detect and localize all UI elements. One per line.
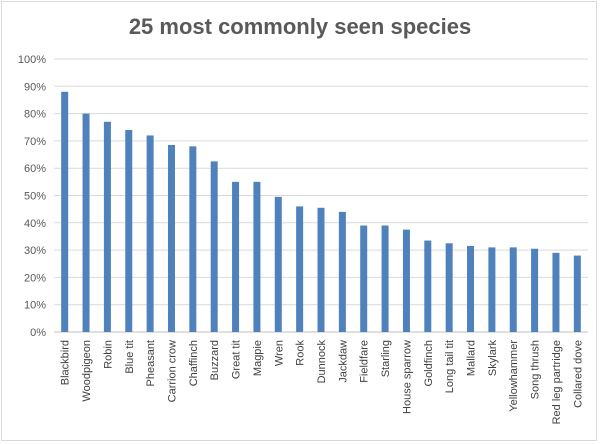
x-tick-label: Woodpigeon (81, 340, 93, 402)
bar (445, 243, 453, 332)
chart-title: 25 most commonly seen species (128, 14, 472, 39)
x-tick-label: Buzzard (209, 340, 221, 380)
bar (488, 247, 496, 332)
bar (103, 121, 111, 332)
bar (381, 225, 389, 332)
bar (167, 144, 175, 332)
bar (338, 211, 346, 332)
x-tick-label: Pheasant (145, 340, 157, 386)
x-tick-label: Great tit (231, 340, 243, 379)
bar (253, 181, 261, 332)
x-tick-label: Carrion crow (166, 340, 178, 402)
x-tick-label: Song thrush (530, 340, 542, 399)
bar (296, 206, 304, 332)
y-tick-label: 90% (24, 81, 46, 93)
bar (274, 196, 282, 332)
y-axis-labels: 0% 10% 20% 30% 40% 50% 60% 70% 80% 90% 100% (18, 54, 46, 339)
x-axis-labels: Blackbird Woodpigeon Robin Blue tit Pheasant… (60, 340, 585, 425)
bar (189, 146, 197, 332)
x-tick-label: Dunnock (316, 340, 328, 384)
x-tick-label: Red leg partridge (551, 340, 563, 424)
x-tick-label: Blackbird (60, 340, 72, 385)
x-tick-label: Robin (102, 340, 114, 369)
bar (531, 248, 539, 332)
y-tick-label: 30% (24, 245, 46, 257)
x-tick-label: Yellowhammer (508, 340, 520, 412)
x-tick-label: Rook (295, 340, 307, 366)
x-tick-label: Chaffinch (188, 340, 200, 386)
x-tick-label: Jackdaw (337, 340, 349, 383)
y-tick-label: 40% (24, 218, 46, 230)
y-tick-label: 50% (24, 191, 46, 203)
x-tick-label: Starling (380, 340, 392, 377)
bar (402, 229, 410, 332)
x-tick-label: Fieldfare (359, 340, 371, 383)
bar (509, 247, 517, 332)
bar (360, 225, 368, 332)
x-tick-label: Collared dove (572, 340, 584, 408)
bar (573, 255, 581, 332)
x-tick-label: House sparrow (401, 340, 413, 414)
bar (125, 129, 133, 332)
bar (552, 252, 560, 332)
y-tick-label: 60% (24, 163, 46, 175)
x-tick-label: Mallard (466, 340, 478, 376)
x-tick-label: Wren (273, 340, 285, 366)
x-tick-label: Skylark (487, 340, 499, 377)
x-tick-label: Magpie (252, 340, 264, 376)
x-tick-label: Blue tit (124, 340, 136, 374)
bar (61, 91, 69, 332)
bar (317, 207, 325, 332)
bar (424, 240, 432, 332)
y-tick-label: 100% (18, 54, 46, 66)
y-tick-label: 80% (24, 109, 46, 121)
y-tick-label: 20% (24, 272, 46, 284)
bars (61, 91, 581, 332)
x-tick-label: Goldfinch (423, 340, 435, 386)
bar (146, 135, 154, 332)
bar (232, 181, 240, 332)
y-tick-label: 70% (24, 136, 46, 148)
x-tick-label: Long tail tit (444, 340, 456, 393)
y-tick-label: 10% (24, 300, 46, 312)
bar (467, 246, 475, 332)
bar (82, 113, 90, 332)
y-tick-label: 0% (30, 327, 46, 339)
bar (210, 161, 218, 332)
